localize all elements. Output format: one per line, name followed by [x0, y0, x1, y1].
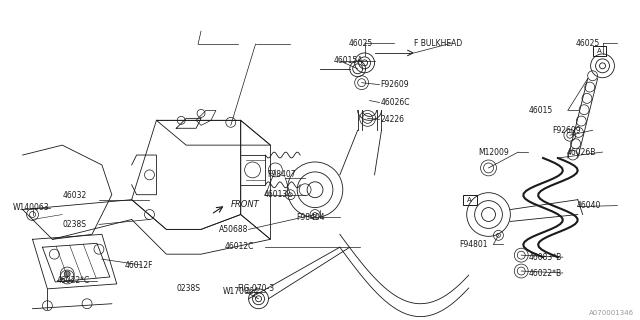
Text: 0238S: 0238S [176, 284, 200, 293]
Text: 46025: 46025 [576, 38, 600, 48]
Circle shape [64, 271, 70, 277]
Text: 46040: 46040 [577, 201, 601, 210]
Text: F94801: F94801 [459, 240, 487, 249]
Text: A070001346: A070001346 [589, 310, 634, 316]
Text: 46022*B: 46022*B [528, 268, 561, 277]
Text: 46015: 46015 [528, 106, 552, 115]
Text: W140063: W140063 [13, 203, 49, 212]
Text: 46032: 46032 [62, 191, 86, 200]
Text: 46013: 46013 [264, 190, 288, 199]
Text: F BULKHEAD: F BULKHEAD [414, 38, 463, 48]
Text: 24226: 24226 [380, 115, 404, 124]
Text: M12009: M12009 [479, 148, 509, 156]
Text: F92609: F92609 [552, 126, 580, 135]
Text: 46083*B: 46083*B [528, 253, 561, 262]
Text: A: A [467, 197, 472, 203]
Text: FRONT: FRONT [231, 200, 260, 209]
Text: 46022*C: 46022*C [56, 276, 90, 285]
Text: F98404: F98404 [296, 213, 325, 222]
Text: W170064: W170064 [223, 287, 259, 296]
Text: 46012C: 46012C [225, 242, 254, 251]
Text: F92609: F92609 [380, 80, 409, 89]
Text: F98407: F98407 [268, 170, 296, 180]
Text: FIG.070-3: FIG.070-3 [237, 284, 275, 293]
Text: 46015A: 46015A [334, 56, 364, 65]
Text: A50688: A50688 [219, 225, 248, 234]
Text: 0238S: 0238S [62, 220, 86, 229]
Text: 46025: 46025 [349, 38, 373, 48]
Text: 46012F: 46012F [125, 260, 153, 269]
Text: 46026B: 46026B [567, 148, 596, 156]
Text: 46026C: 46026C [380, 98, 410, 107]
Text: A: A [597, 48, 602, 54]
